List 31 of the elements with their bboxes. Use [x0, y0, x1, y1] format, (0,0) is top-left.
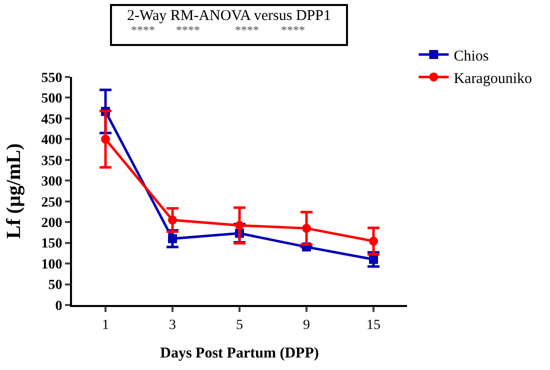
y-tick-label: 50	[48, 278, 62, 294]
text: ****	[131, 23, 155, 37]
text: ****	[235, 23, 259, 37]
point	[235, 220, 244, 230]
x-tick-label: 3	[169, 318, 176, 333]
legend-label: Chios	[454, 48, 489, 64]
chart-title: 2-Way RM-ANOVA versus DPP1	[127, 8, 331, 24]
point	[369, 236, 378, 246]
y-tick-label: 550	[41, 70, 62, 86]
y-axis-title: Lf (µg/mL)	[3, 143, 26, 239]
text: ****	[176, 23, 200, 37]
y-tick-label: 250	[41, 195, 62, 210]
x-tick-label: 5	[236, 318, 243, 333]
x-tick-label: 15	[366, 318, 380, 333]
x-axis-title: Days Post Partum (DPP)	[160, 345, 319, 362]
y-tick-label: 100	[41, 257, 62, 272]
y-tick-label: 400	[41, 133, 62, 148]
y-tick-label: 200	[41, 216, 62, 231]
point	[302, 224, 311, 233]
y-tick-label: 0	[55, 298, 62, 314]
x-tick-label: 1	[102, 318, 109, 333]
y-tick-label: 350	[41, 154, 62, 169]
y-tick-label: 500	[41, 92, 62, 107]
y-tick-label: 150	[41, 236, 62, 252]
y-tick-label: 300	[41, 174, 62, 190]
point	[101, 134, 110, 144]
text: ****	[281, 23, 305, 37]
legend-label: Karagouniko	[454, 70, 532, 87]
point	[168, 216, 177, 225]
y-tick-label: 450	[41, 112, 62, 128]
x-tick-label: 9	[303, 318, 310, 333]
